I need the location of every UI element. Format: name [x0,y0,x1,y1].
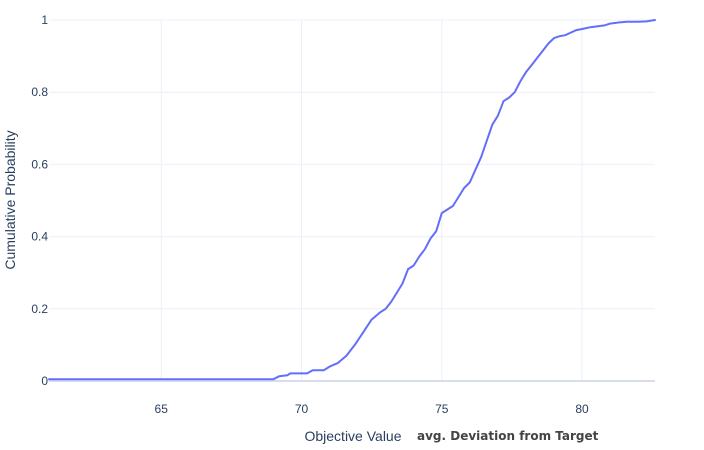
x-axis-subtitle: avg. Deviation from Target [417,429,599,443]
y-tick-label: 0 [41,374,48,388]
x-axis-title: Objective Value [304,428,401,444]
x-tick-label: 75 [435,402,449,416]
y-tick-label: 0.2 [31,302,48,316]
series-lines [48,19,656,381]
y-tick-label: 0.6 [31,157,48,171]
y-axis-title: Cumulative Probability [2,130,18,269]
x-tick-label: 80 [575,402,589,416]
x-tick-label: 70 [295,402,309,416]
plot-background [49,20,655,382]
y-tick-label: 1 [41,13,48,27]
y-tick-label: 0.8 [31,85,48,99]
x-tick-label: 65 [155,402,169,416]
grid-lines [49,19,655,382]
tick-labels: 65 70 75 80 0 0.2 0.4 0.6 0.8 1 [31,13,589,416]
series-line [48,19,656,381]
y-tick-label: 0.4 [31,230,48,244]
